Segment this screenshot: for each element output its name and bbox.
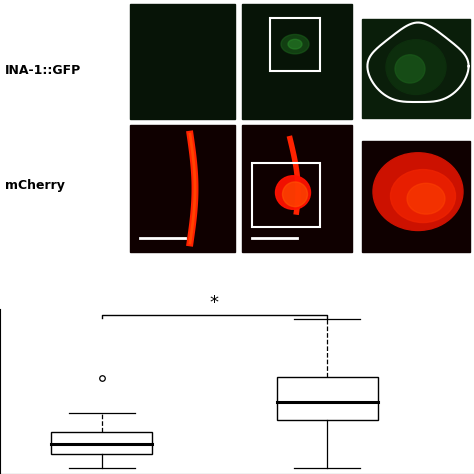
Bar: [362, 141, 470, 252]
Ellipse shape: [373, 153, 463, 230]
Ellipse shape: [283, 182, 308, 207]
Bar: [51, 432, 152, 455]
Text: *: *: [210, 294, 219, 312]
Bar: [362, 19, 470, 118]
Bar: [270, 18, 320, 71]
Ellipse shape: [281, 35, 309, 54]
Ellipse shape: [395, 55, 425, 83]
Bar: [242, 4, 352, 119]
Bar: [130, 126, 235, 252]
Bar: [252, 164, 320, 227]
Bar: [130, 4, 235, 119]
Ellipse shape: [407, 183, 445, 214]
Bar: [276, 377, 378, 420]
Text: INA-1::GFP: INA-1::GFP: [5, 64, 81, 77]
Bar: [242, 126, 352, 252]
Ellipse shape: [391, 170, 456, 223]
Ellipse shape: [386, 40, 446, 94]
Ellipse shape: [275, 176, 310, 210]
Text: mCherry: mCherry: [5, 179, 65, 192]
Ellipse shape: [288, 39, 302, 49]
